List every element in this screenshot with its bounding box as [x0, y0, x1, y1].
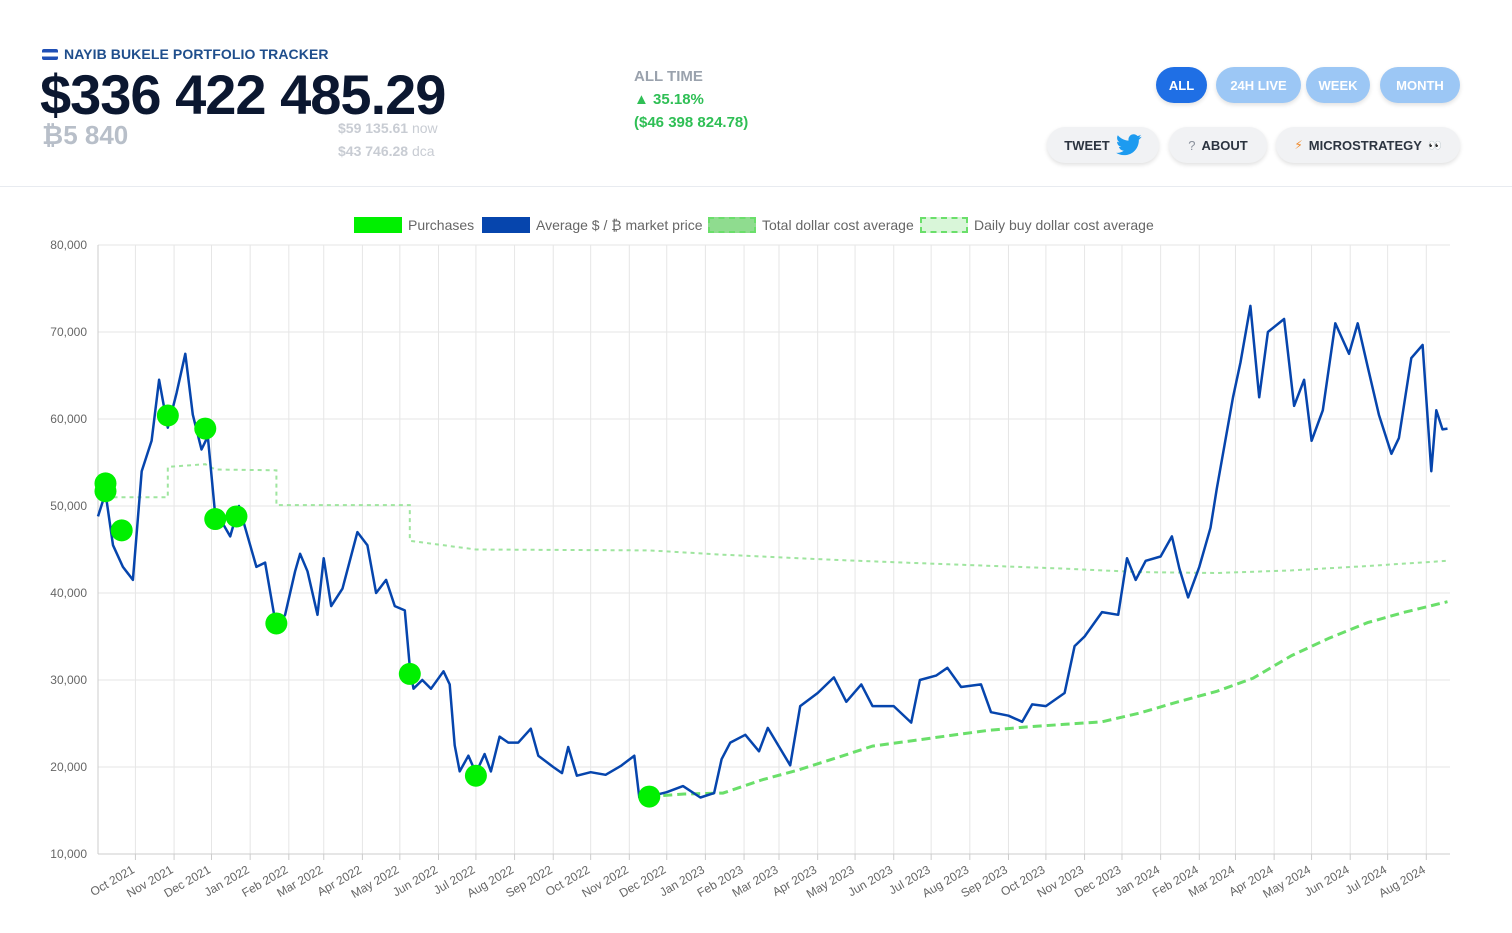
btc-amount: ₿5 840: [42, 120, 129, 150]
portfolio-value: $336 422 485.29: [40, 63, 446, 126]
legend-swatch-daily-dca: [920, 217, 968, 233]
brand-title: NAYIB BUKELE PORTFOLIO TRACKER: [64, 46, 329, 62]
purchase-point: [110, 519, 133, 542]
legend-swatch-total-dca: [708, 217, 756, 233]
microstrategy-button[interactable]: ⚡ MICROSTRATEGY 👀: [1276, 127, 1460, 163]
legend-item-market-price[interactable]: Average $ / ₿ market price: [482, 217, 703, 233]
all-time-percent: ▲ 35.18%: [634, 91, 704, 108]
purchase-point: [398, 662, 421, 685]
legend-label-daily-dca: Daily buy dollar cost average: [974, 217, 1154, 233]
series-daily-dca-line: [105, 463, 1448, 575]
range-all-button[interactable]: ALL: [1156, 67, 1207, 103]
legend-item-total-dca[interactable]: Total dollar cost average: [708, 217, 914, 233]
header: NAYIB BUKELE PORTFOLIO TRACKER $336 422 …: [0, 0, 1512, 187]
dca-price-row: $43 746.28 dca: [338, 143, 435, 159]
range-month-button[interactable]: MONTH: [1380, 67, 1460, 103]
y-tick-label: 20,000: [50, 760, 87, 774]
chart-legend: Purchases Average $ / ₿ market price Tot…: [0, 217, 1512, 239]
y-tick-label: 60,000: [50, 412, 87, 426]
purchase-point: [464, 764, 487, 787]
flag-icon: [42, 48, 58, 60]
legend-swatch-purchases: [354, 217, 402, 233]
about-button[interactable]: ? ABOUT: [1169, 127, 1267, 163]
tweet-button[interactable]: TWEET: [1047, 127, 1159, 163]
about-label: ABOUT: [1201, 137, 1248, 153]
btc-price-chart: 10,000 20,000 30,000 40,000 50,000 60,000 70,0…: [50, 238, 1450, 901]
y-tick-label: 70,000: [50, 325, 87, 339]
purchase-point: [225, 505, 248, 528]
x-tick-label: Jun 2023: [845, 862, 895, 899]
brand: NAYIB BUKELE PORTFOLIO TRACKER: [42, 46, 329, 62]
purchase-point: [265, 612, 288, 635]
purchase-point: [94, 480, 117, 503]
legend-item-daily-dca[interactable]: Daily buy dollar cost average: [920, 217, 1154, 233]
y-tick-label: 80,000: [50, 238, 87, 252]
now-price-row: $59 135.61 now: [338, 120, 438, 136]
all-time-label: ALL TIME: [634, 68, 703, 85]
now-price: $59 135.61: [338, 120, 409, 136]
legend-label-total-dca: Total dollar cost average: [762, 217, 914, 233]
purchase-point: [204, 508, 227, 531]
microstrategy-label: MICROSTRATEGY: [1308, 137, 1422, 153]
purchase-point: [156, 404, 179, 427]
y-tick-label: 10,000: [50, 847, 87, 861]
y-tick-label: 50,000: [50, 499, 87, 513]
y-tick-label: 40,000: [50, 586, 87, 600]
x-tick-label: Jun 2022: [390, 862, 440, 899]
dca-label: dca: [411, 143, 435, 159]
all-time-usd: ($46 398 824.78): [634, 114, 749, 131]
question-icon: ?: [1188, 137, 1196, 153]
dca-price: $43 746.28: [338, 143, 409, 159]
range-week-button[interactable]: WEEK: [1306, 67, 1370, 103]
purchase-point: [638, 785, 661, 808]
twitter-bird-icon: [1115, 134, 1142, 156]
series-total-dca-line: [649, 600, 1448, 799]
y-tick-label: 30,000: [50, 673, 87, 687]
series-market-price-line: [96, 304, 1448, 799]
now-label: now: [411, 120, 438, 136]
tweet-label: TWEET: [1064, 137, 1110, 153]
lightning-icon: ⚡: [1294, 138, 1303, 152]
eyes-icon: 👀: [1427, 139, 1442, 152]
legend-label-market-price: Average $ / ₿ market price: [536, 217, 703, 233]
x-tick-label: Jun 2024: [1302, 862, 1352, 899]
legend-item-purchases[interactable]: Purchases: [354, 217, 474, 233]
legend-swatch-market-price: [482, 217, 530, 233]
legend-label-purchases: Purchases: [408, 217, 475, 233]
range-24h-live-button[interactable]: 24H LIVE: [1216, 67, 1301, 103]
purchase-point: [194, 417, 217, 440]
